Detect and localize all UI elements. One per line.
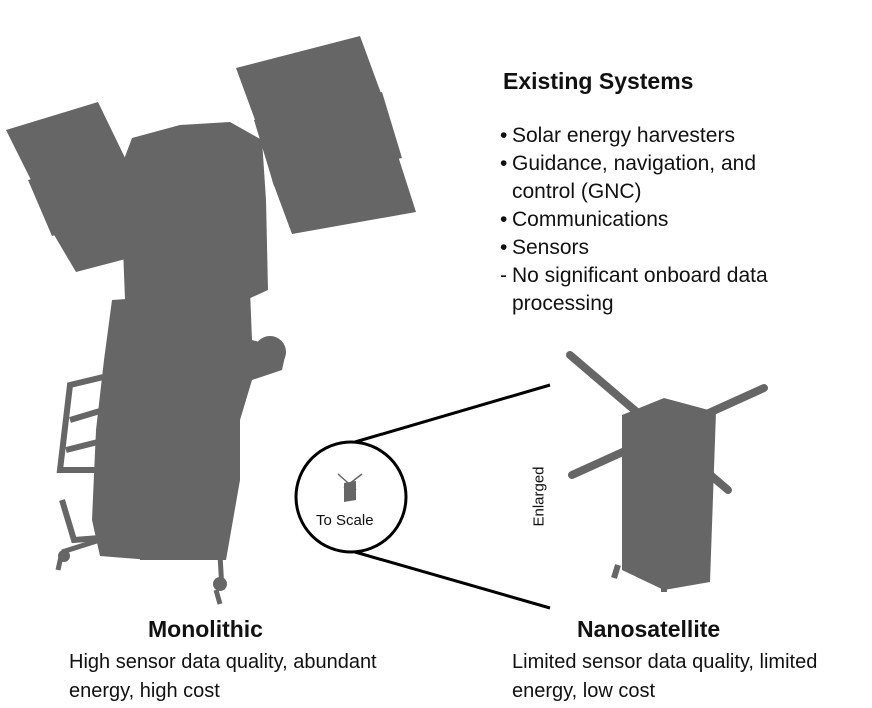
monolithic-satellite-illustration [6,36,416,605]
magnifier [294,383,551,610]
nanosatellite-body [622,398,716,590]
list-item: - No significant onboard data processing [500,262,772,318]
dash-marker: - [500,264,507,287]
monolithic-description: High sensor data quality, abundant energ… [69,651,377,702]
nanosatellite-description: Limited sensor data quality, limited ene… [512,651,818,702]
bullet-marker: • [500,208,508,231]
satellite-main-body [92,290,286,560]
bullet-marker: • [500,124,508,147]
existing-systems-title: Existing Systems [503,68,694,94]
bottom-base [140,548,226,560]
right-foot [213,577,227,591]
zoom-line-bottom [354,550,551,610]
lattice-frame [56,371,116,544]
list-item: • Communications [500,206,772,234]
list-item-text: Sensors [512,236,590,259]
nanosatellite-illustration [566,351,768,592]
list-item: • Guidance, navigation, and control (GNC) [500,150,772,206]
bullet-marker: • [500,152,508,175]
list-item: • Sensors [500,234,772,262]
antenna-dish [254,336,286,368]
bullet-marker: • [500,236,508,259]
list-item-text: Solar energy harvesters [512,124,735,147]
list-item-text: Communications [512,208,669,231]
list-item-text: Guidance, navigation, and control (GNC) [512,152,757,203]
left-foot [58,550,70,562]
enlarged-label: Enlarged [530,466,548,527]
list-item: • Solar energy harvesters [500,122,772,150]
satellite-upper-body [120,122,268,310]
right-solar-panel-bottom [272,156,416,234]
nanosatellite-leg-left [611,564,621,579]
small-nanosatellite-icon [337,473,363,502]
to-scale-label: To Scale [316,512,374,529]
zoom-line-top [354,383,551,444]
existing-systems-list: • Solar energy harvesters • Guidance, navi… [500,122,772,318]
list-item-text: No significant onboard data processing [512,264,768,315]
nanosatellite-title: Nanosatellite [577,616,721,642]
monolithic-title: Monolithic [148,616,263,642]
